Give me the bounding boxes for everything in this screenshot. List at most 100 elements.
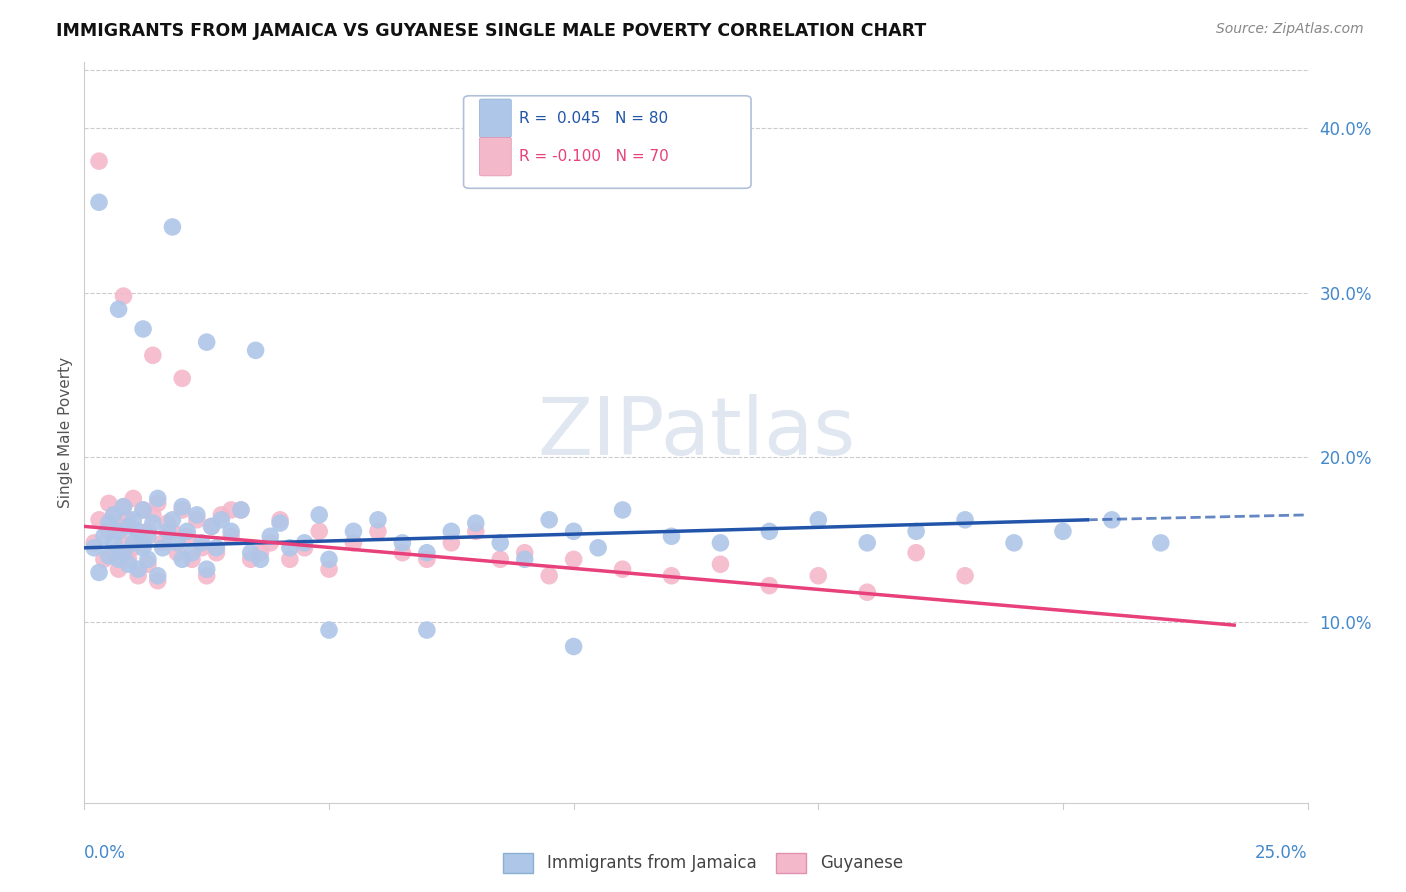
Point <box>489 536 512 550</box>
Point <box>1052 524 1074 539</box>
Point <box>416 552 439 566</box>
Point <box>278 541 301 555</box>
Point <box>219 503 242 517</box>
Point <box>107 552 129 566</box>
Point <box>142 516 165 530</box>
Point <box>200 519 222 533</box>
Point <box>186 513 208 527</box>
Point <box>538 568 561 582</box>
Point <box>132 503 155 517</box>
Point <box>239 546 262 560</box>
Point <box>367 513 389 527</box>
Point <box>112 289 135 303</box>
Point <box>229 503 252 517</box>
Point <box>127 524 149 539</box>
Point <box>112 536 135 550</box>
Point <box>172 500 194 514</box>
Point <box>93 552 115 566</box>
Point <box>107 302 129 317</box>
Point <box>181 552 204 566</box>
Point <box>122 513 145 527</box>
Point <box>195 562 218 576</box>
FancyBboxPatch shape <box>464 95 751 188</box>
Point <box>416 546 439 560</box>
Text: R =  0.045   N = 80: R = 0.045 N = 80 <box>519 111 668 126</box>
Text: R = -0.100   N = 70: R = -0.100 N = 70 <box>519 149 668 164</box>
Point <box>117 519 139 533</box>
Point <box>489 552 512 566</box>
Point <box>758 579 780 593</box>
Point <box>136 524 159 539</box>
Point <box>152 536 174 550</box>
Point <box>162 524 184 539</box>
Point <box>146 496 169 510</box>
Point <box>195 335 218 350</box>
Point <box>294 541 316 555</box>
Point <box>142 348 165 362</box>
Point <box>127 568 149 582</box>
Point <box>156 524 179 539</box>
Text: ZIPatlas: ZIPatlas <box>537 393 855 472</box>
Point <box>136 552 159 566</box>
Point <box>200 519 222 533</box>
Point <box>239 552 262 566</box>
Point <box>117 558 139 572</box>
Point <box>562 524 585 539</box>
Point <box>186 508 208 522</box>
Point <box>142 508 165 522</box>
Point <box>172 552 194 566</box>
Point <box>162 219 184 234</box>
Point <box>391 546 413 560</box>
Point <box>562 640 585 654</box>
Point <box>905 524 928 539</box>
Point <box>391 536 413 550</box>
Point <box>269 513 291 527</box>
Point <box>83 541 105 555</box>
Point <box>1150 536 1173 550</box>
Point <box>538 513 561 527</box>
Point <box>1101 513 1123 527</box>
Point <box>112 500 135 514</box>
Point <box>342 524 364 539</box>
Point <box>586 541 609 555</box>
Point <box>249 552 271 566</box>
Point <box>195 568 218 582</box>
Point <box>661 529 683 543</box>
Point <box>146 574 169 588</box>
Point <box>229 503 252 517</box>
Point <box>87 566 110 580</box>
Point <box>97 496 120 510</box>
Point <box>103 508 125 522</box>
Point <box>464 516 486 530</box>
Point <box>97 549 120 563</box>
Point <box>278 552 301 566</box>
Point <box>181 546 204 560</box>
Point <box>209 508 232 522</box>
Point <box>219 529 242 543</box>
Text: Source: ZipAtlas.com: Source: ZipAtlas.com <box>1216 22 1364 37</box>
Point <box>440 524 463 539</box>
Text: IMMIGRANTS FROM JAMAICA VS GUYANESE SINGLE MALE POVERTY CORRELATION CHART: IMMIGRANTS FROM JAMAICA VS GUYANESE SING… <box>56 22 927 40</box>
Point <box>513 552 536 566</box>
Point <box>856 585 879 599</box>
Point <box>953 568 976 582</box>
Point <box>612 562 634 576</box>
Point <box>367 524 389 539</box>
Point <box>97 516 120 530</box>
Point <box>513 546 536 560</box>
Point <box>807 513 830 527</box>
Point <box>318 623 340 637</box>
Point <box>107 562 129 576</box>
Point <box>191 541 214 555</box>
Point <box>132 541 155 555</box>
Point <box>136 558 159 572</box>
Point <box>103 536 125 550</box>
Point <box>205 546 228 560</box>
Point <box>122 541 145 555</box>
Point <box>156 516 179 530</box>
Point <box>127 524 149 539</box>
FancyBboxPatch shape <box>479 99 512 137</box>
Point <box>308 524 330 539</box>
Point <box>219 524 242 539</box>
Point <box>107 519 129 533</box>
